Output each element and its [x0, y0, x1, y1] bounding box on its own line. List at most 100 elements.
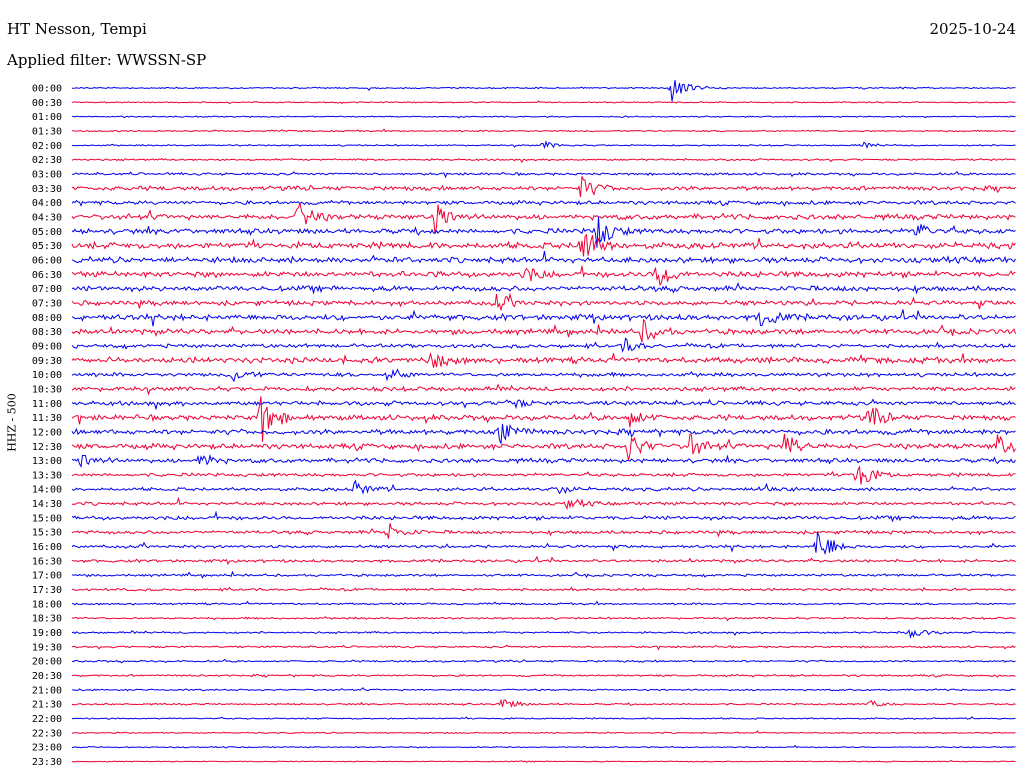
time-tick-label: 15:00: [32, 513, 62, 524]
trace-line: [71, 398, 1016, 411]
time-tick-label: 10:00: [32, 370, 62, 381]
date-label: 2025-10-24: [929, 20, 1016, 38]
trace-line: [71, 496, 1016, 511]
trace-line: [71, 282, 1016, 295]
trace-line: [71, 433, 1016, 461]
time-tick-label: 01:30: [32, 126, 62, 137]
trace-line: [71, 644, 1016, 651]
trace-line: [71, 80, 1016, 102]
trace-line: [71, 265, 1016, 287]
time-tick-label: 05:30: [32, 241, 62, 252]
trace-line: [71, 530, 1016, 556]
trace-line: [71, 176, 1016, 198]
time-tick-label: 01:00: [32, 112, 62, 123]
trace-line: [71, 368, 1016, 383]
time-tick-label: 22:30: [32, 728, 62, 739]
time-tick-label: 06:00: [32, 255, 62, 266]
trace-line: [71, 199, 1016, 207]
trace-line: [71, 202, 1016, 234]
trace-line: [72, 586, 1016, 592]
trace-line: [71, 465, 1016, 485]
trace-line: [71, 730, 1016, 735]
time-tick-label: 15:30: [32, 528, 62, 539]
trace-line: [71, 128, 1016, 133]
trace-line: [71, 157, 1016, 164]
trace-line: [71, 629, 1016, 640]
trace-line: [71, 318, 1016, 343]
time-tick-label: 03:30: [32, 184, 62, 195]
time-tick-label: 09:00: [32, 341, 62, 352]
time-tick-label: 18:00: [32, 599, 62, 610]
time-tick-label: 08:00: [32, 313, 62, 324]
time-tick-label: 23:00: [32, 743, 62, 754]
time-tick-label: 11:30: [32, 413, 62, 424]
time-tick-label: 03:00: [32, 169, 62, 180]
trace-line: [71, 216, 1016, 248]
time-tick-label: 19:00: [32, 628, 62, 639]
trace-line: [71, 744, 1016, 749]
time-tick-label: 02:00: [32, 141, 62, 152]
trace-line: [71, 251, 1016, 265]
time-tick-label: 17:30: [32, 585, 62, 596]
trace-line: [71, 760, 1016, 763]
time-tick-label: 21:30: [32, 700, 62, 711]
trace-line: [71, 600, 1016, 606]
trace-line: [71, 396, 1016, 442]
time-tick-label: 14:30: [32, 499, 62, 510]
time-tick-label: 16:30: [32, 556, 62, 567]
station-title: HT Nesson, Tempi: [7, 20, 147, 38]
time-tick-label: 05:00: [32, 227, 62, 238]
trace-line: [71, 351, 1016, 368]
time-tick-label: 08:30: [32, 327, 62, 338]
trace-line: [71, 383, 1016, 396]
time-tick-label: 16:00: [32, 542, 62, 553]
time-tick-label: 06:30: [32, 270, 62, 281]
time-tick-label: 17:00: [32, 571, 62, 582]
time-tick-label: 18:30: [32, 614, 62, 625]
trace-line: [71, 337, 1016, 353]
trace-line: [71, 233, 1016, 257]
time-tick-label: 07:30: [32, 298, 62, 309]
time-tick-label: 22:00: [32, 714, 62, 725]
time-tick-label: 14:00: [32, 485, 62, 496]
time-tick-label: 02:30: [32, 155, 62, 166]
time-tick-label: 11:00: [32, 399, 62, 410]
trace-line: [71, 423, 1016, 446]
trace-line: [71, 292, 1016, 311]
time-tick-label: 19:30: [32, 642, 62, 653]
time-tick-label: 21:00: [32, 685, 62, 696]
time-tick-label: 00:30: [32, 98, 62, 109]
trace-line: [71, 115, 1016, 119]
time-tick-label: 20:30: [32, 671, 62, 682]
trace-line: [71, 658, 1016, 664]
time-tick-label: 13:00: [32, 456, 62, 467]
trace-line: [71, 309, 1016, 327]
trace-line: [71, 570, 1016, 579]
time-tick-label: 23:30: [32, 757, 62, 768]
trace-line: [71, 698, 1016, 708]
trace-line: [71, 100, 1016, 105]
trace-line: [71, 510, 1016, 523]
trace-line: [72, 140, 1016, 150]
trace-line: [71, 716, 1016, 720]
time-tick-label: 09:30: [32, 356, 62, 367]
time-tick-label: 04:30: [32, 212, 62, 223]
time-tick-label: 20:00: [32, 657, 62, 668]
trace-line: [71, 616, 1016, 622]
time-tick-label: 07:00: [32, 284, 62, 295]
trace-line: [71, 453, 1016, 469]
trace-line: [71, 171, 1016, 179]
filter-label: Applied filter: WWSSN-SP: [7, 51, 207, 69]
time-tick-label: 10:30: [32, 384, 62, 395]
trace-line: [71, 687, 1016, 692]
time-tick-label: 13:30: [32, 470, 62, 481]
trace-line: [71, 479, 1016, 495]
time-tick-label: 00:00: [32, 84, 62, 95]
trace-line: [71, 555, 1016, 566]
time-tick-label: 12:00: [32, 427, 62, 438]
time-tick-label: 04:00: [32, 198, 62, 209]
trace-line: [72, 673, 1016, 678]
time-tick-label: 12:30: [32, 442, 62, 453]
trace-line: [71, 523, 1016, 539]
